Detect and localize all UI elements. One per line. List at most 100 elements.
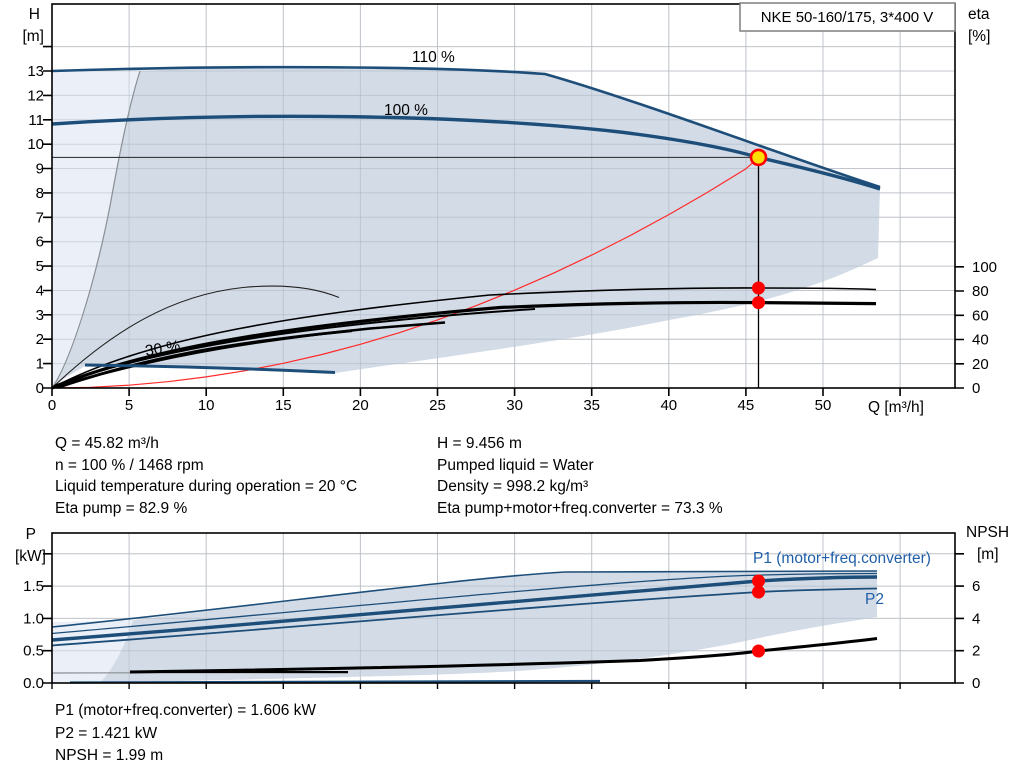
svg-text:0.5: 0.5 <box>23 643 44 660</box>
svg-text:80: 80 <box>972 283 989 300</box>
h-axis-title: H <box>29 6 40 23</box>
h-axis-unit: [m] <box>22 28 44 45</box>
svg-text:50: 50 <box>815 397 832 414</box>
upper-left-ticks <box>43 45 52 389</box>
control-curve-red <box>51 156 759 389</box>
svg-text:3: 3 <box>36 307 44 324</box>
p1-110-curve <box>51 570 878 628</box>
p1-duty-dot <box>752 574 765 588</box>
info-pumped-liquid: Pumped liquid = Water <box>437 456 594 474</box>
p2-curve-label: P2 <box>865 591 884 608</box>
eta-pump-dot <box>752 281 765 295</box>
svg-text:60: 60 <box>972 307 989 324</box>
duty-info-left: Q = 45.82 m³/h n = 100 % / 1468 rpm Liqu… <box>55 433 357 519</box>
svg-text:40: 40 <box>660 397 677 414</box>
svg-text:15: 15 <box>275 397 292 414</box>
svg-text:1.5: 1.5 <box>23 578 44 595</box>
lower-chart: 0.0 0.5 1.0 1.5 0 2 4 6 P [kW] NPSH [m] … <box>15 524 1009 692</box>
p-tick-labels: 0.0 0.5 1.0 1.5 <box>23 578 44 692</box>
svg-text:0: 0 <box>972 380 980 397</box>
info-p1: P1 (motor+freq.converter) = 1.606 kW <box>55 702 317 719</box>
duty-info-right: H = 9.456 m Pumped liquid = Water Densit… <box>437 433 723 519</box>
svg-text:6: 6 <box>36 234 44 251</box>
speed-label-30: 30 % <box>144 338 182 360</box>
eta-arc-thin <box>51 285 340 389</box>
h-curve-110 <box>51 65 881 189</box>
svg-text:20: 20 <box>972 356 989 373</box>
q-axis-title: Q [m³/h] <box>868 399 924 416</box>
lower-plot-frame <box>51 532 956 684</box>
svg-text:6: 6 <box>972 578 980 595</box>
eta-total-curve <box>51 300 877 390</box>
p-axis-title: P <box>26 526 36 543</box>
power-info-block: P1 (motor+freq.converter) = 1.606 kW P2 … <box>55 700 316 768</box>
svg-text:2: 2 <box>972 643 980 660</box>
svg-text:4: 4 <box>972 610 980 627</box>
info-density: Density = 998.2 kg/m³ <box>437 478 589 495</box>
npsh-axis-unit: [m] <box>977 546 999 563</box>
lower-right-ticks <box>955 553 964 684</box>
p-axis-unit: [kW] <box>15 548 46 565</box>
svg-text:11: 11 <box>28 112 44 129</box>
svg-text:0: 0 <box>972 675 980 692</box>
svg-text:1: 1 <box>36 356 44 373</box>
npsh-duty-dot <box>752 644 765 658</box>
info-h: H = 9.456 m <box>437 435 522 452</box>
svg-text:1.0: 1.0 <box>23 610 44 627</box>
svg-text:12: 12 <box>27 87 44 104</box>
upper-operating-envelope <box>52 67 880 389</box>
svg-text:0: 0 <box>36 380 44 397</box>
info-npsh: NPSH = 1.99 m <box>55 747 164 764</box>
svg-text:30: 30 <box>506 397 523 414</box>
p2-duty-dot <box>752 585 765 599</box>
svg-text:10: 10 <box>27 136 44 153</box>
lower-operating-envelope <box>100 571 877 683</box>
h-curve-100 <box>51 114 881 191</box>
info-eta-total: Eta pump+motor+freq.converter = 73.3 % <box>437 499 723 517</box>
eta-axis-unit: [%] <box>968 28 990 45</box>
p1-100-curve <box>51 575 878 642</box>
q-tick-labels: 0 5 10 15 20 25 30 35 40 45 50 <box>48 397 832 414</box>
h-curve-30 <box>84 363 336 374</box>
svg-text:45: 45 <box>738 397 755 414</box>
eta-pump-curve <box>51 287 877 389</box>
svg-text:20: 20 <box>352 397 369 414</box>
operating-point[interactable] <box>749 148 768 167</box>
svg-text:35: 35 <box>583 397 600 414</box>
info-p2: P2 = 1.421 kW <box>55 724 158 742</box>
upper-grid-overlay <box>52 4 955 388</box>
svg-text:0.0: 0.0 <box>23 675 44 692</box>
eta-axis-title: eta <box>968 6 990 23</box>
svg-text:7: 7 <box>36 209 44 226</box>
svg-text:25: 25 <box>429 397 446 414</box>
speed-label-110: 110 % <box>412 49 455 66</box>
upper-bottom-ticks <box>51 388 901 396</box>
svg-text:13: 13 <box>27 63 44 80</box>
npsh-axis-title: NPSH <box>966 524 1009 541</box>
upper-right-ticks <box>955 266 964 389</box>
h-tick-labels: 0 1 2 3 4 5 6 7 8 9 10 11 12 13 <box>27 63 44 397</box>
eta-total-dot <box>752 296 765 310</box>
p2-110-curve <box>51 572 878 635</box>
info-eta-pump: Eta pump = 82.9 % <box>55 499 188 517</box>
info-q: Q = 45.82 m³/h <box>55 435 159 452</box>
min-flow-boundary-line <box>51 70 141 389</box>
svg-text:0: 0 <box>48 397 56 414</box>
svg-text:2: 2 <box>36 331 44 348</box>
lower-bottom-ticks <box>51 683 901 689</box>
svg-text:40: 40 <box>972 332 989 349</box>
speed-label-100: 100 % <box>384 102 428 119</box>
svg-text:9: 9 <box>36 161 44 178</box>
info-speed: n = 100 % / 1468 rpm <box>55 456 204 474</box>
svg-text:8: 8 <box>36 185 44 202</box>
lower-left-ticks <box>43 553 52 684</box>
svg-text:4: 4 <box>36 283 44 300</box>
pump-title-box <box>739 2 956 32</box>
upper-chart: 0 1 2 3 4 5 6 7 8 9 10 11 12 13 0 5 10 1… <box>22 2 997 416</box>
svg-text:100: 100 <box>972 259 997 276</box>
npsh-tick-labels: 0 2 4 6 <box>972 578 980 692</box>
info-liquid-temp: Liquid temperature during operation = 20… <box>55 478 358 495</box>
svg-text:5: 5 <box>36 258 44 275</box>
